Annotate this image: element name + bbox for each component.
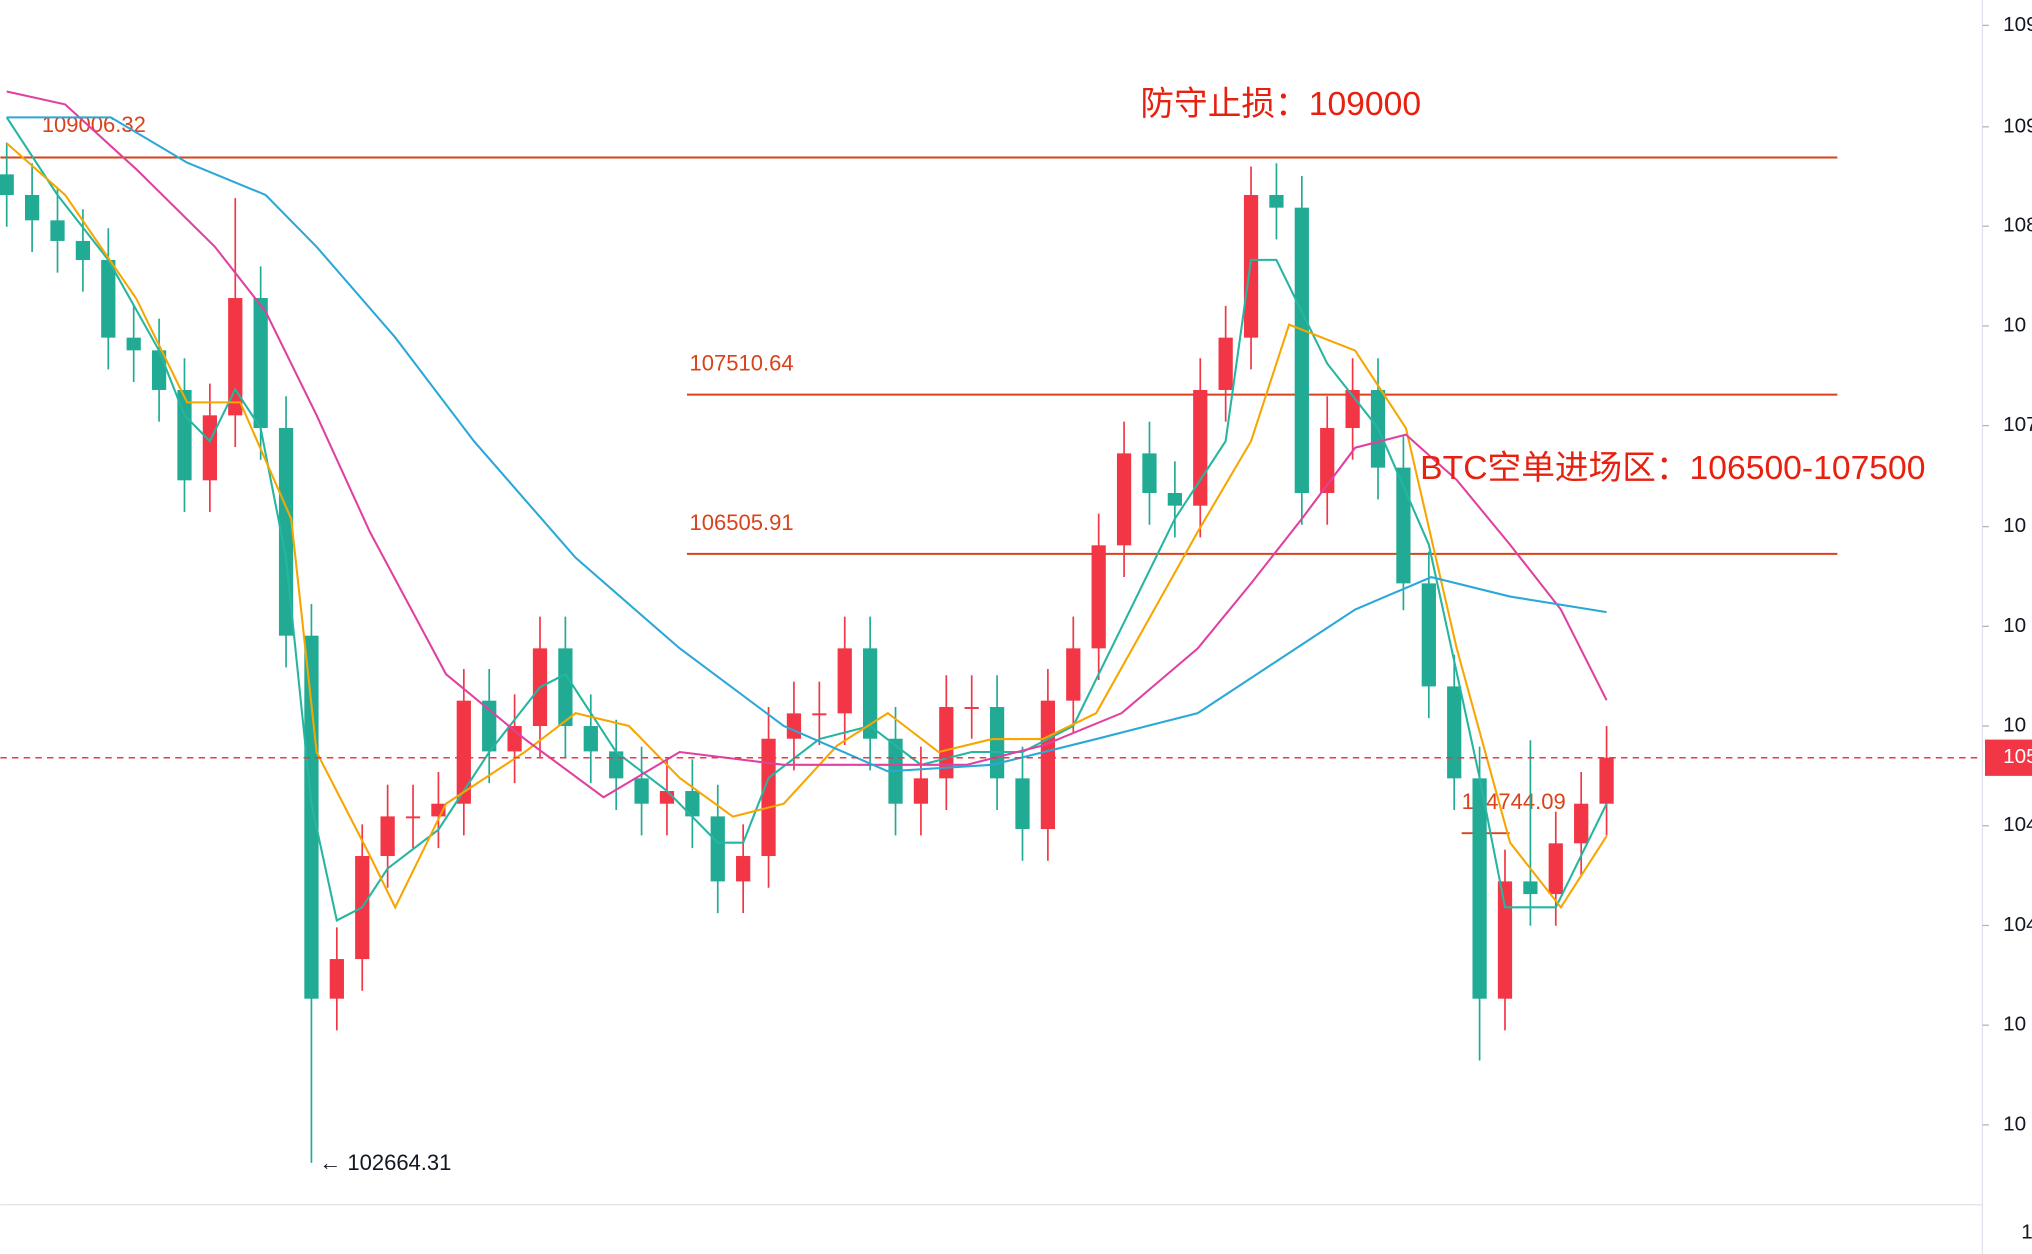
candle-body	[964, 707, 979, 709]
candle-body	[75, 240, 91, 260]
price-level-label: 107510.64	[690, 351, 794, 376]
ma-line	[5, 116, 1608, 922]
y-tick-label: 104	[2003, 813, 2032, 836]
candle-body	[710, 816, 725, 882]
candle-body	[380, 816, 395, 857]
candle-body	[253, 298, 268, 429]
candle-body	[837, 648, 852, 714]
candle-body	[1167, 493, 1182, 506]
candle-body	[0, 174, 14, 195]
candle-body	[1116, 453, 1132, 546]
candle-body	[101, 259, 116, 338]
candle-body	[1015, 778, 1030, 830]
candle-body	[24, 194, 40, 221]
candle-body	[202, 415, 217, 481]
price-level-label: 109006.32	[42, 112, 146, 137]
annotation: 防守止损：109000	[1140, 85, 1421, 123]
last-price-box	[1985, 739, 2032, 776]
y-tick-label: 108	[2003, 214, 2032, 237]
last-price-label: 105	[2003, 745, 2032, 768]
annotation: BTC空单进场区：106500-107500	[1420, 449, 1925, 487]
candle-body	[685, 791, 700, 817]
candle-body	[1320, 428, 1335, 494]
candle-body	[1269, 194, 1284, 208]
axis-corner-label: 1	[2021, 1221, 2032, 1244]
y-tick-label: 10	[2003, 1013, 2026, 1036]
candle-body	[1218, 337, 1233, 390]
candle-body	[482, 700, 497, 752]
low-price-label: ← 102664.31	[319, 1150, 451, 1175]
candle-body	[1040, 700, 1056, 830]
candle-body	[989, 707, 1005, 779]
candle-body	[456, 700, 471, 804]
candle-body	[736, 856, 751, 882]
ma-line	[6, 90, 1608, 799]
candle-body	[786, 713, 802, 739]
candle-body	[1574, 803, 1589, 844]
candle-body	[1193, 389, 1208, 506]
candle-body	[812, 713, 827, 716]
candle-body	[1421, 583, 1436, 687]
candle-body	[1523, 881, 1538, 895]
candle-body	[405, 816, 421, 819]
candle-body	[634, 778, 649, 804]
candle-body	[583, 726, 598, 752]
y-tick-label: 10	[2003, 313, 2026, 336]
candle-body	[126, 337, 141, 351]
candle-body	[329, 959, 344, 999]
candle-body	[939, 707, 954, 779]
ma-line	[6, 142, 1608, 910]
y-tick-label: 10	[2003, 1112, 2026, 1135]
candle-body	[1497, 881, 1513, 999]
y-tick-label: 104	[2003, 913, 2032, 936]
ma-line	[6, 116, 1607, 773]
candle-body	[1142, 453, 1157, 494]
candle-body	[1447, 686, 1462, 779]
candle-body	[863, 648, 878, 739]
candle-body	[1091, 545, 1106, 649]
y-tick-label: 109	[2003, 13, 2032, 36]
y-tick-label: 10	[2003, 714, 2026, 737]
candle-body	[304, 635, 319, 999]
candle-body	[177, 389, 192, 481]
candle-body	[1294, 207, 1309, 494]
candle-body	[1548, 843, 1563, 895]
price-level-label: 106505.91	[690, 510, 794, 535]
candle-body	[1472, 778, 1487, 999]
y-tick-label: 107	[2003, 413, 2032, 436]
candle-body	[1599, 757, 1614, 804]
candle-body	[558, 648, 573, 727]
y-tick-label: 10	[2003, 514, 2026, 537]
candle-body	[50, 220, 65, 241]
candle-body	[228, 298, 243, 416]
candle-body	[1066, 648, 1081, 701]
y-tick-label: 109	[2003, 114, 2032, 137]
y-tick-label: 10	[2003, 614, 2026, 637]
candle-body	[761, 738, 776, 857]
candle-body	[913, 778, 929, 804]
